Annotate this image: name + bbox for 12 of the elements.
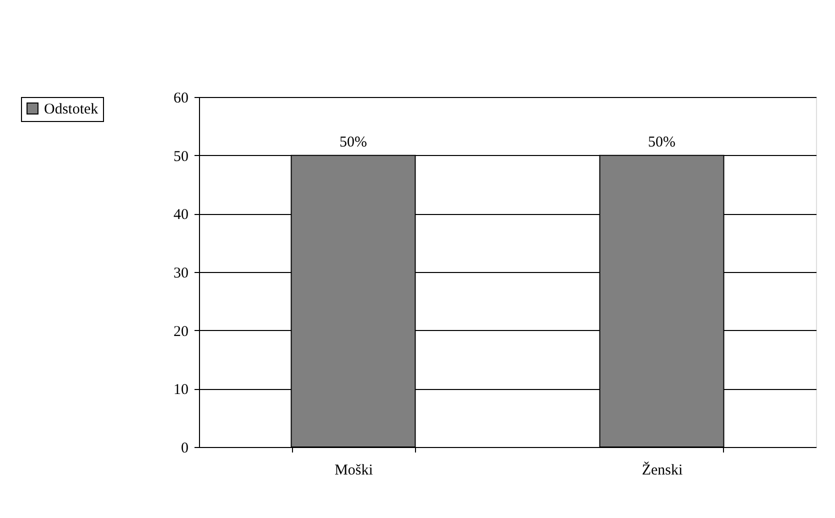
data-label: 50%: [648, 134, 676, 150]
y-tick-label: 50: [174, 148, 188, 165]
y-tick-label: 40: [174, 207, 188, 224]
x-tick-label: Moški: [334, 462, 373, 478]
y-tick-label: 60: [174, 90, 188, 106]
legend-label: Odstotek: [44, 102, 99, 118]
x-tick-label: Ženski: [642, 462, 683, 478]
y-tick-label: 10: [174, 382, 188, 398]
y-tick-label: 20: [174, 324, 188, 340]
y-tick-label: 0: [181, 440, 188, 456]
y-tick-label: 30: [174, 266, 188, 282]
data-label: 50%: [340, 134, 367, 150]
